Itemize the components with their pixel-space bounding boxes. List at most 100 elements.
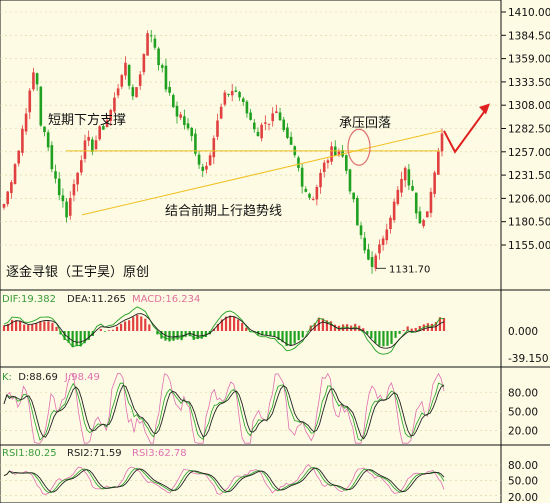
annotation-short-support: 短期下方支撑	[48, 112, 126, 128]
candle-body	[157, 48, 160, 66]
forecast-arrow-head	[479, 103, 490, 115]
candle-body	[35, 73, 39, 85]
candle-body	[411, 185, 414, 191]
candle-body	[297, 157, 300, 168]
candle-body	[116, 88, 120, 96]
candle-body	[440, 133, 444, 152]
price-tick-label: 1308.00	[508, 100, 550, 112]
candle-body	[319, 172, 322, 188]
candle-body	[109, 109, 113, 121]
candle-body	[138, 74, 142, 86]
candle-body	[83, 140, 87, 159]
forecast-arrow-line	[443, 107, 488, 154]
macd-dea-line	[3, 313, 445, 349]
candle-body	[275, 111, 278, 114]
candle-body	[238, 92, 241, 98]
candle-body	[13, 164, 17, 185]
candle-body	[381, 238, 385, 245]
candle-body	[322, 162, 326, 172]
candle-body	[160, 65, 164, 68]
candle-body	[352, 192, 355, 200]
candle-body	[142, 54, 146, 73]
candles-layer	[2, 29, 444, 274]
candle-body	[91, 139, 94, 152]
candle-body	[230, 91, 234, 96]
candle-body	[10, 182, 13, 193]
candle-body	[289, 136, 293, 145]
macd-layer	[2, 306, 446, 355]
text-layer: 1410.00 1384.50 1359.00 1333.50 1308.00 1282.…	[2, 7, 550, 503]
candle-body	[345, 155, 348, 171]
candle-body	[341, 150, 344, 157]
candle-body	[46, 132, 50, 148]
candle-body	[286, 127, 289, 138]
candle-body	[256, 131, 260, 137]
candle-body	[102, 126, 105, 130]
candle-body	[282, 119, 286, 130]
kdj-layer	[3, 372, 445, 444]
rsi-tick-label: 20.00	[508, 492, 538, 503]
candle-body	[65, 201, 68, 218]
kdj-d-line	[3, 384, 445, 440]
price-tick-label: 1410.00	[508, 7, 550, 19]
kdj-tick-label: 20.00	[508, 426, 538, 438]
candle-body	[172, 95, 175, 108]
candle-body	[363, 237, 367, 251]
candle-body	[403, 167, 407, 181]
candle-body	[304, 188, 308, 192]
candle-body	[168, 86, 171, 93]
kdj-legend-1: D:88.69	[18, 372, 58, 383]
candle-body	[197, 154, 201, 165]
rsi-legend-1: RSI2:71.59	[67, 448, 122, 459]
candle-body	[87, 137, 90, 141]
candle-body	[414, 192, 418, 214]
kdj-j-line	[3, 372, 445, 444]
candle-body	[149, 35, 153, 37]
candle-body	[28, 90, 32, 113]
rsi-legend-0: RSI1:80.25	[2, 448, 57, 459]
price-tick-label: 1282.50	[508, 124, 550, 136]
candle-body	[418, 211, 422, 224]
candle-body	[429, 191, 433, 213]
price-tick-label: 1359.00	[508, 54, 550, 66]
candle-body	[68, 198, 72, 216]
rsi-tick-label: 50.00	[508, 475, 538, 487]
price-tick-label: 1231.50	[508, 170, 550, 182]
candle-body	[135, 87, 138, 98]
candle-body	[300, 167, 304, 187]
candle-body	[311, 198, 315, 200]
candle-body	[308, 193, 311, 198]
candle-body	[79, 160, 83, 173]
kdj-k-line	[3, 382, 445, 442]
macd-tick-label: -39.150	[508, 353, 549, 365]
candle-body	[219, 106, 223, 119]
resistance-circle	[347, 128, 371, 166]
price-tick-label: 1180.50	[508, 217, 550, 229]
watermark-text: 逐金寻银（王宇昊）原创	[6, 264, 149, 280]
candle-body	[76, 172, 79, 185]
macd-legend-1: DEA:11.265	[67, 294, 126, 305]
candle-body	[348, 169, 352, 192]
price-tick-label: 1384.50	[508, 30, 550, 42]
rising-trend-line	[81, 130, 443, 216]
candle-body	[179, 114, 182, 118]
candle-body	[194, 133, 197, 154]
candle-body	[146, 33, 149, 56]
candle-body	[131, 87, 135, 97]
candle-body	[267, 123, 271, 125]
macd-tick-label: 0.000	[508, 326, 538, 338]
candle-body	[57, 178, 61, 196]
candle-body	[271, 113, 274, 122]
candle-body	[61, 195, 65, 202]
candle-body	[153, 38, 157, 48]
candle-body	[127, 65, 131, 86]
candle-body	[113, 97, 116, 112]
price-tick-label: 1257.00	[508, 147, 550, 159]
candle-body	[72, 184, 76, 196]
rsi-layer	[3, 464, 445, 495]
candle-body	[241, 98, 245, 102]
candle-body	[43, 126, 46, 133]
candle-body	[278, 112, 282, 121]
chart-frame	[0, 0, 502, 503]
